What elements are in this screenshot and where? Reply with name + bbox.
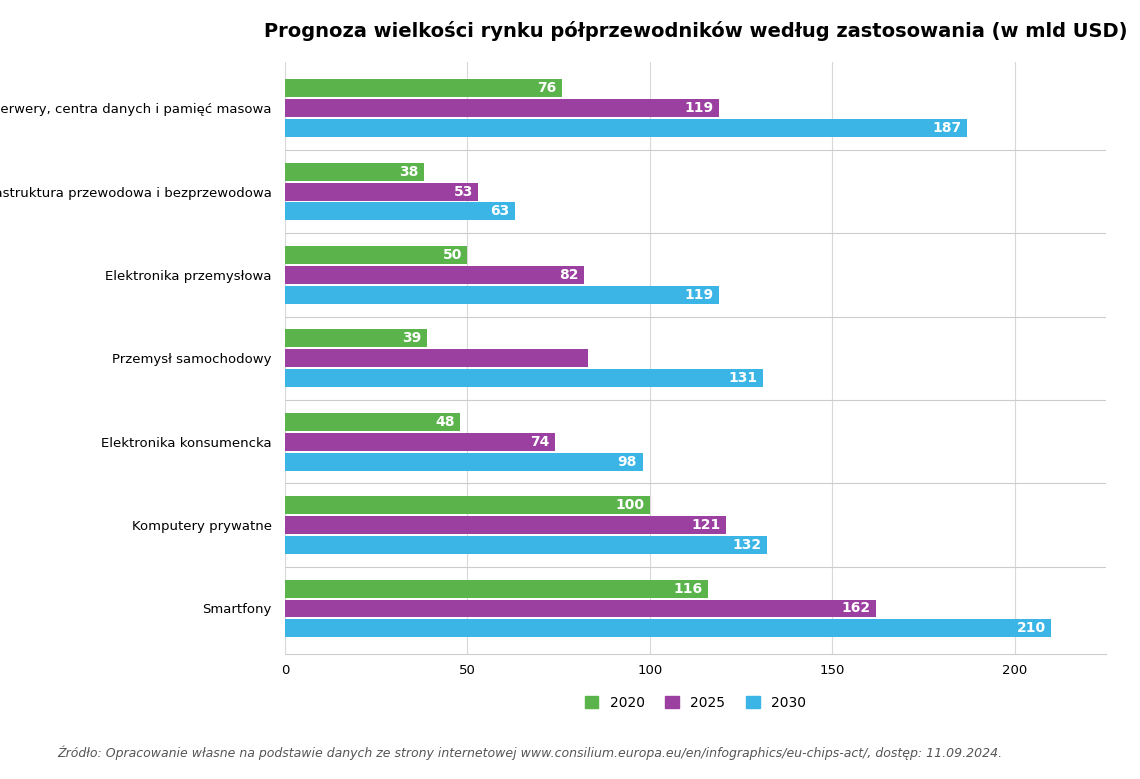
Bar xyxy=(285,349,588,368)
Text: 53: 53 xyxy=(454,185,473,199)
Bar xyxy=(285,330,428,347)
Text: 50: 50 xyxy=(442,248,462,262)
Bar xyxy=(285,266,584,284)
Text: 100: 100 xyxy=(616,499,644,513)
Text: Źródło: Opracowanie własne na podstawie danych ze strony internetowej www.consil: Źródło: Opracowanie własne na podstawie … xyxy=(57,745,1002,760)
Text: 116: 116 xyxy=(674,582,702,596)
Bar xyxy=(285,286,719,304)
Text: 119: 119 xyxy=(684,287,714,301)
Bar xyxy=(285,516,726,534)
Text: 38: 38 xyxy=(399,164,418,178)
Text: 48: 48 xyxy=(435,415,455,429)
Bar xyxy=(285,619,1051,637)
Bar xyxy=(285,536,766,554)
Text: 74: 74 xyxy=(530,435,549,449)
Bar xyxy=(285,496,650,514)
Legend: 2020, 2025, 2030: 2020, 2025, 2030 xyxy=(579,690,812,715)
Bar xyxy=(285,369,763,387)
Text: 162: 162 xyxy=(841,601,871,615)
Text: 119: 119 xyxy=(684,101,714,115)
Bar xyxy=(285,246,467,264)
Bar xyxy=(285,600,876,618)
Bar xyxy=(285,433,555,451)
Text: 39: 39 xyxy=(402,331,422,345)
Text: 63: 63 xyxy=(490,204,510,218)
Text: 132: 132 xyxy=(732,538,762,552)
Bar xyxy=(285,99,719,117)
Text: 98: 98 xyxy=(618,455,637,469)
Bar xyxy=(285,580,708,597)
Bar xyxy=(285,203,515,220)
Bar xyxy=(285,413,461,431)
Title: Prognoza wielkości rynku półprzewodników według zastosowania (w mld USD): Prognoza wielkości rynku półprzewodników… xyxy=(263,21,1127,41)
Bar xyxy=(285,182,479,200)
Text: 131: 131 xyxy=(728,372,757,386)
Text: 82: 82 xyxy=(559,268,579,282)
Bar xyxy=(285,79,562,97)
Bar xyxy=(285,163,424,181)
Bar xyxy=(285,453,643,471)
Bar xyxy=(285,119,967,137)
Text: 210: 210 xyxy=(1017,622,1045,636)
Text: 76: 76 xyxy=(538,81,556,95)
Text: 121: 121 xyxy=(692,518,720,532)
Text: 187: 187 xyxy=(933,121,962,135)
